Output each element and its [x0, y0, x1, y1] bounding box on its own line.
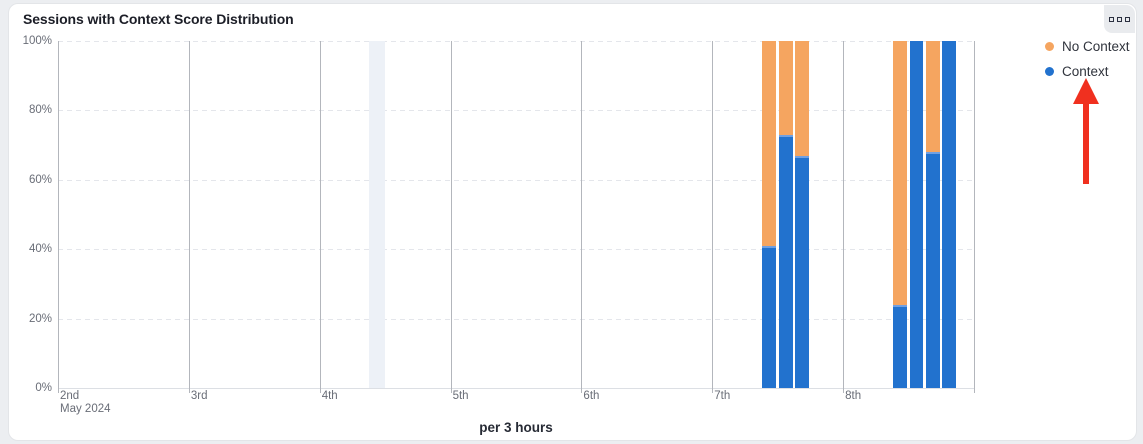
stacked-bar[interactable] — [795, 41, 809, 388]
bar-segment-context[interactable] — [762, 245, 777, 388]
x-gridline — [58, 41, 59, 393]
legend-label: No Context — [1062, 39, 1130, 54]
red-arrow-up-annotation — [1073, 78, 1099, 184]
arrow-shaft — [1083, 98, 1089, 184]
y-gridline — [58, 110, 974, 112]
y-tick-label: 0% — [35, 382, 52, 394]
highlight-band — [368, 41, 386, 388]
x-gridline — [712, 41, 714, 393]
y-tick-label: 80% — [28, 104, 52, 117]
bar-segment-context[interactable] — [795, 155, 809, 388]
y-tick-label: 40% — [28, 243, 52, 256]
no-context-dot-icon — [1045, 42, 1054, 51]
context-dot-icon — [1045, 67, 1054, 76]
x-tick-label: 7th — [714, 390, 731, 402]
panel-menu-button[interactable] — [1104, 5, 1135, 33]
x-tick-label: 4th — [321, 390, 338, 402]
bar-segment-context[interactable] — [893, 304, 908, 388]
stacked-bar[interactable] — [925, 41, 940, 388]
stacked-bar[interactable] — [909, 41, 924, 388]
bar-segment-context[interactable] — [778, 134, 793, 388]
y-gridline — [58, 41, 974, 42]
y-gridline — [58, 318, 974, 320]
y-gridline — [58, 179, 974, 181]
three-squares-icon — [1109, 16, 1114, 22]
legend-item-no-context[interactable]: No Context — [1045, 39, 1130, 54]
bar-segment-context[interactable] — [942, 41, 957, 388]
three-squares-icon — [1125, 16, 1130, 22]
arrow-head — [1073, 78, 1099, 104]
bar-segment-no-context[interactable] — [778, 41, 793, 135]
x-gridline — [319, 41, 321, 393]
bar-segment-context[interactable] — [909, 41, 924, 388]
bar-segment-context[interactable] — [925, 152, 940, 388]
bar-segment-no-context[interactable] — [762, 41, 777, 246]
x-gridline — [450, 41, 452, 393]
y-axis-labels: 0% 20% 40% 60% 80% 100% — [9, 35, 52, 394]
x-axis-month-label: May 2024 — [60, 403, 111, 415]
x-tick-label: 8th — [845, 390, 862, 402]
x-tick-label: 2nd May 2024 — [60, 390, 111, 415]
y-tick-label: 20% — [28, 312, 52, 325]
stacked-bar[interactable] — [778, 41, 793, 388]
chart-title: Sessions with Context Score Distribution — [23, 11, 294, 27]
x-tick-label: 3rd — [190, 390, 208, 402]
bar-segment-no-context[interactable] — [795, 41, 809, 156]
y-tick-label: 60% — [28, 173, 52, 186]
legend-label: Context — [1062, 64, 1109, 79]
x-tick-label: 6th — [583, 390, 600, 402]
plot-area — [58, 41, 975, 393]
stacked-bar[interactable] — [762, 41, 777, 388]
legend-item-context[interactable]: Context — [1045, 64, 1130, 79]
x-gridline — [974, 41, 975, 393]
x-gridline — [581, 41, 583, 393]
stacked-bar[interactable] — [942, 41, 957, 388]
x-axis-labels: 2nd May 2024 3rd 4th 5th 6th 7th 8th — [58, 390, 974, 422]
y-gridline — [58, 249, 974, 251]
bar-segment-no-context[interactable] — [925, 41, 940, 153]
bar-segment-no-context[interactable] — [893, 41, 908, 305]
y-tick-label: 100% — [22, 35, 52, 47]
x-tick-label: 5th — [452, 390, 469, 402]
x-gridline — [188, 41, 190, 393]
x-axis-title: per 3 hours — [479, 420, 553, 435]
x-gridline — [843, 41, 845, 393]
three-squares-icon — [1117, 16, 1122, 22]
chart-legend: No Context Context — [1045, 39, 1130, 79]
chart-card: Sessions with Context Score Distribution… — [8, 3, 1137, 441]
stacked-bar[interactable] — [893, 41, 908, 388]
